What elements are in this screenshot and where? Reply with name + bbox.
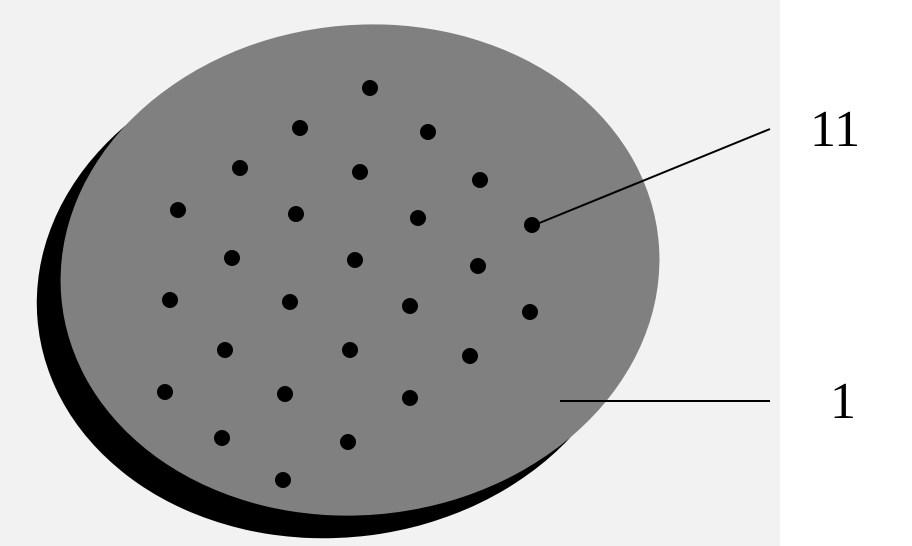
dot: [217, 342, 233, 358]
dot: [352, 164, 368, 180]
dot: [347, 252, 363, 268]
dot: [402, 298, 418, 314]
diagram-svg: [0, 0, 912, 546]
dot: [214, 430, 230, 446]
dot: [224, 250, 240, 266]
dot: [472, 172, 488, 188]
dot: [282, 294, 298, 310]
dot: [292, 120, 308, 136]
dot: [410, 210, 426, 226]
callout-label-disc-face: 1: [830, 372, 856, 431]
dot: [462, 348, 478, 364]
dot: [362, 80, 378, 96]
dot: [340, 434, 356, 450]
dot: [470, 258, 486, 274]
dot: [522, 304, 538, 320]
dot: [162, 292, 178, 308]
dot: [157, 384, 173, 400]
dot: [342, 342, 358, 358]
dot: [170, 202, 186, 218]
dot: [420, 124, 436, 140]
figure-stage: 111: [0, 0, 912, 546]
callout-label-dot: 11: [810, 100, 860, 159]
dot: [275, 472, 291, 488]
dot: [277, 386, 293, 402]
dot: [402, 390, 418, 406]
leader-line-disc-face: [560, 400, 770, 402]
dot: [288, 206, 304, 222]
dot: [232, 160, 248, 176]
